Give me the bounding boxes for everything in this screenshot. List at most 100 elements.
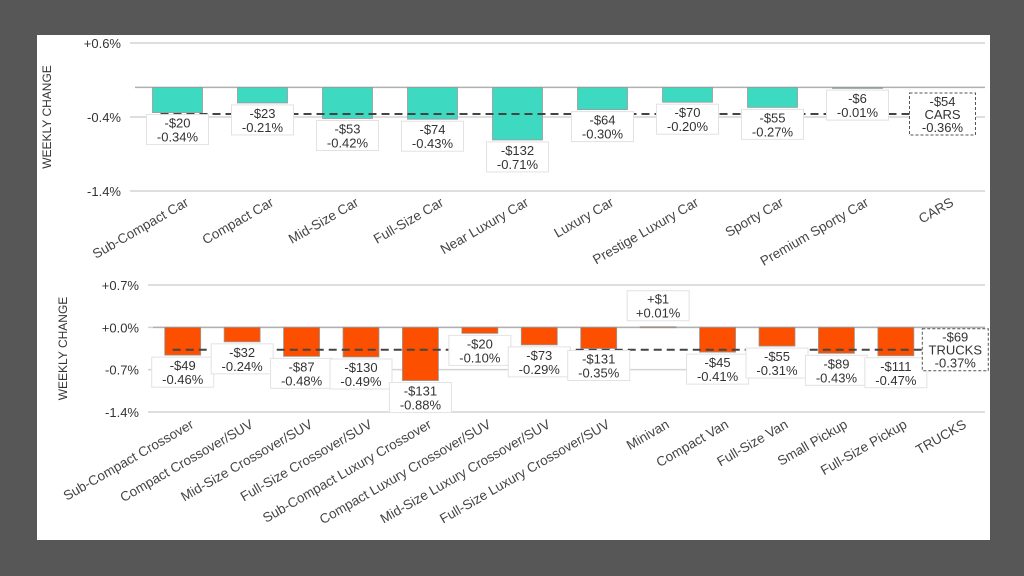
chart-panel: WEEKLY CHANGE +0.6% -0.4% -1.4% -$20 -0.34% -$… — [37, 35, 990, 540]
data-label-percent: -0.34% — [157, 130, 199, 145]
total-percent: -0.37% — [935, 356, 977, 371]
data-label-box — [826, 89, 889, 121]
data-label-dollar: -$6 — [848, 91, 867, 106]
data-label-dollar: -$131 — [404, 384, 437, 399]
category-label: Full-Size Car — [371, 194, 446, 246]
data-label-dollar: -$32 — [229, 345, 255, 360]
data-label-box — [316, 119, 379, 151]
data-label-percent: -0.29% — [519, 362, 561, 377]
data-label-dollar: -$87 — [289, 359, 315, 374]
data-label-percent: -0.01% — [837, 105, 879, 120]
data-label-box — [448, 334, 512, 366]
y-tick-label: -0.4% — [87, 110, 121, 125]
category-label: CARS — [916, 195, 956, 227]
data-label-percent: -0.49% — [340, 374, 382, 389]
bar — [461, 326, 499, 334]
bar — [747, 87, 798, 108]
data-label-dollar: -$74 — [419, 122, 445, 137]
data-label-percent: -0.35% — [578, 366, 620, 381]
total-percent: -0.36% — [922, 120, 964, 135]
bar — [402, 326, 439, 381]
data-label-percent: -0.43% — [816, 370, 858, 385]
data-label-dollar: -$20 — [467, 336, 493, 351]
data-label-dollar: -$89 — [823, 356, 849, 371]
data-label-dollar: -$55 — [764, 349, 790, 364]
y-tick-label: -1.4% — [105, 405, 139, 420]
data-label-percent: -0.88% — [400, 398, 442, 413]
bar — [283, 326, 320, 357]
data-label-dollar: -$49 — [170, 358, 196, 373]
data-label-percent: -0.21% — [242, 120, 284, 135]
total-dollar: -$69 — [942, 330, 968, 345]
data-label-box — [741, 108, 804, 140]
data-label-percent: -0.10% — [459, 350, 501, 365]
bar — [877, 326, 915, 357]
total-label-box — [909, 92, 976, 136]
data-label-box — [388, 382, 452, 414]
bar — [164, 326, 202, 356]
data-label-percent: -0.48% — [281, 373, 323, 388]
data-label-dollar: -$53 — [334, 121, 360, 136]
data-label-box — [486, 141, 549, 173]
category-label: Sporty Car — [723, 194, 787, 240]
data-label-percent: -0.31% — [756, 363, 798, 378]
bar — [580, 326, 618, 349]
data-label-percent: -0.47% — [875, 373, 917, 388]
bar — [832, 87, 883, 89]
data-label-dollar: -$111 — [880, 359, 911, 374]
data-label-percent: -0.71% — [497, 157, 539, 172]
bar — [223, 326, 261, 343]
category-label: TRUCKS — [913, 417, 969, 458]
data-label-box — [231, 104, 294, 136]
y-axis-label: WEEKLY CHANGE — [40, 65, 54, 169]
data-label-box — [745, 347, 809, 379]
data-label-dollar: -$45 — [705, 355, 731, 370]
total-name: TRUCKS — [929, 343, 983, 358]
data-label-dollar: -$70 — [674, 105, 700, 120]
data-label-dollar: -$130 — [344, 360, 377, 375]
bar — [758, 326, 796, 347]
data-label-dollar: -$131 — [582, 352, 615, 367]
data-label-percent: -0.30% — [582, 127, 624, 142]
bar — [520, 326, 558, 346]
bar — [699, 326, 736, 353]
data-label-percent: -0.24% — [222, 359, 264, 374]
data-label-percent: -0.27% — [752, 124, 794, 139]
category-label: Luxury Car — [551, 194, 616, 240]
bar — [237, 87, 288, 104]
bar — [152, 87, 203, 113]
data-label-box — [329, 358, 393, 390]
total-name: CARS — [924, 107, 960, 122]
y-axis-label: WEEKLY CHANGE — [56, 297, 70, 401]
y-tick-label: -0.7% — [105, 363, 139, 378]
data-label-percent: -0.42% — [327, 135, 369, 150]
data-label-dollar: -$20 — [164, 116, 190, 131]
category-label: Mid-Size Car — [286, 194, 361, 246]
data-label-box — [571, 111, 634, 143]
data-label-box — [146, 114, 209, 146]
data-label-dollar: -$55 — [759, 110, 785, 125]
y-tick-label: +0.0% — [102, 320, 140, 335]
data-label-box — [804, 354, 868, 386]
total-label-box — [921, 328, 989, 372]
data-label-box — [864, 357, 928, 389]
data-label-box — [401, 120, 464, 152]
bar — [577, 87, 628, 111]
data-label-dollar: +$1 — [647, 292, 669, 307]
data-label-dollar: -$132 — [501, 143, 534, 158]
data-label-percent: -0.41% — [697, 369, 739, 384]
total-dollar: -$54 — [929, 94, 955, 109]
data-label-percent: -0.20% — [667, 119, 709, 134]
data-label-box — [507, 346, 571, 378]
data-label-box — [656, 103, 719, 135]
bar — [342, 326, 380, 358]
y-tick-label: -1.4% — [87, 184, 121, 199]
charts-svg: WEEKLY CHANGE+0.6%-0.4%-1.4%-$20-0.34%-$… — [40, 36, 989, 527]
data-label-box — [686, 353, 750, 385]
data-label-box — [151, 356, 215, 388]
bar — [662, 87, 713, 103]
category-label: Sub-Compact Car — [90, 194, 192, 261]
data-label-dollar: -$73 — [526, 348, 552, 363]
category-label: Near Luxury Car — [438, 194, 532, 257]
data-label-box — [567, 350, 631, 381]
